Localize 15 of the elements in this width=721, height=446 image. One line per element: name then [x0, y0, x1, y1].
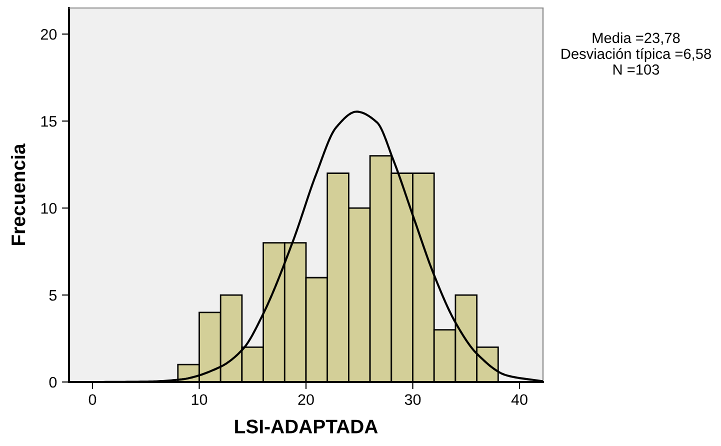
- y-tick-label: 15: [41, 116, 57, 127]
- text: Media =23,78: [592, 32, 680, 45]
- text: N =103: [613, 64, 660, 75]
- x-tick-label: 40: [511, 394, 528, 406]
- text: Desviación típica =6,58: [562, 48, 711, 62]
- x-tick-label: 30: [404, 394, 421, 406]
- y-tick-label: 5: [49, 290, 57, 301]
- y-tick-label: 0: [49, 376, 57, 388]
- x-tick-label: 0: [88, 394, 96, 406]
- x-tick-label: 10: [192, 394, 208, 406]
- y-axis-title: Frecuencia: [10, 144, 26, 246]
- x-tick-label: 20: [298, 394, 314, 406]
- y-tick-label: 20: [40, 28, 57, 40]
- x-axis-title: LSI-ADAPTADA: [235, 420, 378, 434]
- y-tick-label: 10: [41, 202, 57, 214]
